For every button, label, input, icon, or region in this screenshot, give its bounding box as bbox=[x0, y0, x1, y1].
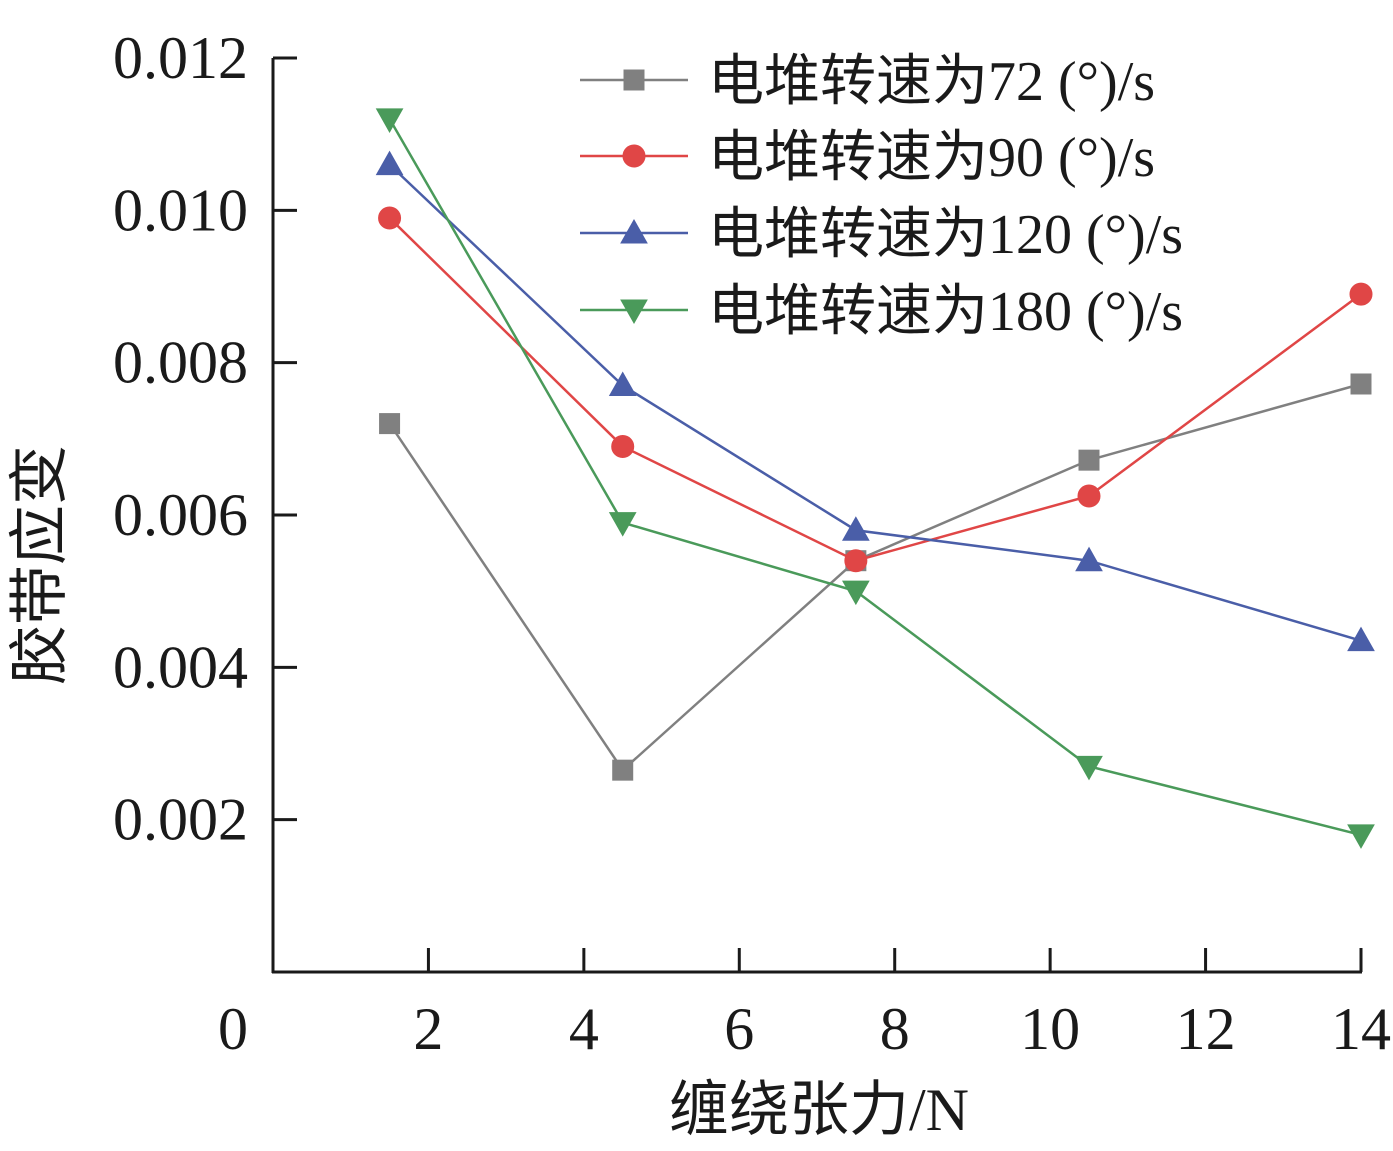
legend-label: 电堆转速为180 (°)/s bbox=[708, 281, 1183, 343]
legend-marker bbox=[620, 218, 648, 244]
data-point bbox=[608, 512, 637, 537]
legend-entry: 电堆转速为90 (°)/s bbox=[580, 127, 1155, 189]
legend-label: 电堆转速为90 (°)/s bbox=[708, 127, 1155, 189]
data-point bbox=[611, 434, 635, 458]
data-point bbox=[1349, 282, 1373, 306]
y-tick-label: 0.004 bbox=[113, 634, 248, 700]
x-tick-label: 6 bbox=[724, 996, 754, 1062]
legend: 电堆转速为72 (°)/s 电堆转速为90 (°)/s 电堆转速为120 (°)/s… bbox=[580, 51, 1183, 343]
data-point bbox=[842, 580, 870, 606]
series-line bbox=[388, 382, 1362, 773]
data-point bbox=[608, 371, 637, 397]
legend-marker bbox=[620, 299, 648, 325]
series-2 bbox=[378, 206, 1373, 573]
data-point bbox=[1347, 626, 1375, 652]
series-4 bbox=[375, 108, 1375, 849]
legend-label: 电堆转速为120 (°)/s bbox=[708, 204, 1183, 266]
y-ticks: 0.002 0.004 0.006 0.008 0.010 0.012 bbox=[113, 25, 297, 853]
data-point bbox=[375, 150, 404, 176]
data-point bbox=[378, 206, 402, 230]
series-line bbox=[388, 217, 1362, 563]
legend-entry: 电堆转速为180 (°)/s bbox=[580, 281, 1183, 343]
y-tick-label: 0.010 bbox=[113, 177, 248, 243]
axes: 2 4 6 8 10 12 14 0.002 0.004 0.006 0.008 0.010 0.01… bbox=[113, 25, 1391, 1062]
series-3 bbox=[375, 150, 1375, 652]
legend-entry: 电堆转速为120 (°)/s bbox=[580, 204, 1183, 266]
data-point bbox=[1075, 755, 1103, 781]
y-tick-label: 0.008 bbox=[113, 330, 248, 396]
x-ticks: 2 4 6 8 10 12 14 bbox=[413, 948, 1391, 1062]
data-point bbox=[1077, 484, 1101, 508]
data-point bbox=[842, 516, 870, 541]
x-tick-label: 12 bbox=[1176, 996, 1236, 1062]
data-point bbox=[379, 413, 401, 435]
x-tick-label: 2 bbox=[413, 996, 443, 1062]
series-layer bbox=[375, 108, 1375, 849]
y-tick-label: 0.002 bbox=[113, 787, 248, 853]
data-point bbox=[1347, 824, 1375, 849]
x-tick-label: 8 bbox=[880, 996, 910, 1062]
data-point bbox=[844, 549, 868, 573]
legend-label: 电堆转速为72 (°)/s bbox=[708, 51, 1155, 113]
data-point bbox=[375, 108, 404, 133]
data-point bbox=[1075, 546, 1103, 572]
x-tick-label: 10 bbox=[1020, 996, 1080, 1062]
x-tick-label: 4 bbox=[569, 996, 599, 1062]
legend-marker bbox=[622, 144, 646, 168]
legend-entry: 电堆转速为72 (°)/s bbox=[580, 51, 1155, 113]
y-tick-label: 0.006 bbox=[113, 482, 248, 548]
data-point bbox=[1078, 449, 1100, 471]
y-axis-label: 胶带应变 bbox=[7, 445, 73, 685]
origin-label: 0 bbox=[218, 996, 248, 1062]
y-tick-label: 0.012 bbox=[113, 25, 248, 91]
data-point bbox=[1350, 373, 1372, 395]
legend-marker bbox=[623, 69, 645, 91]
x-axis-label: 缠绕张力/N bbox=[669, 1077, 969, 1143]
data-point bbox=[612, 759, 634, 781]
series-1 bbox=[379, 373, 1372, 781]
x-tick-label: 14 bbox=[1331, 996, 1391, 1062]
